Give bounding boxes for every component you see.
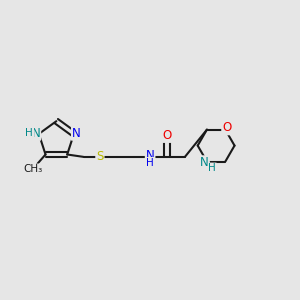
Text: CH₃: CH₃ (23, 164, 42, 174)
Text: S: S (96, 150, 103, 164)
Text: H: H (146, 158, 154, 167)
Text: N: N (200, 156, 209, 169)
Text: O: O (162, 129, 172, 142)
Text: H: H (26, 128, 33, 138)
Text: N: N (32, 127, 40, 140)
Text: O: O (222, 121, 231, 134)
Text: H: H (208, 163, 216, 173)
Text: N: N (72, 127, 81, 140)
Text: N: N (146, 148, 154, 162)
